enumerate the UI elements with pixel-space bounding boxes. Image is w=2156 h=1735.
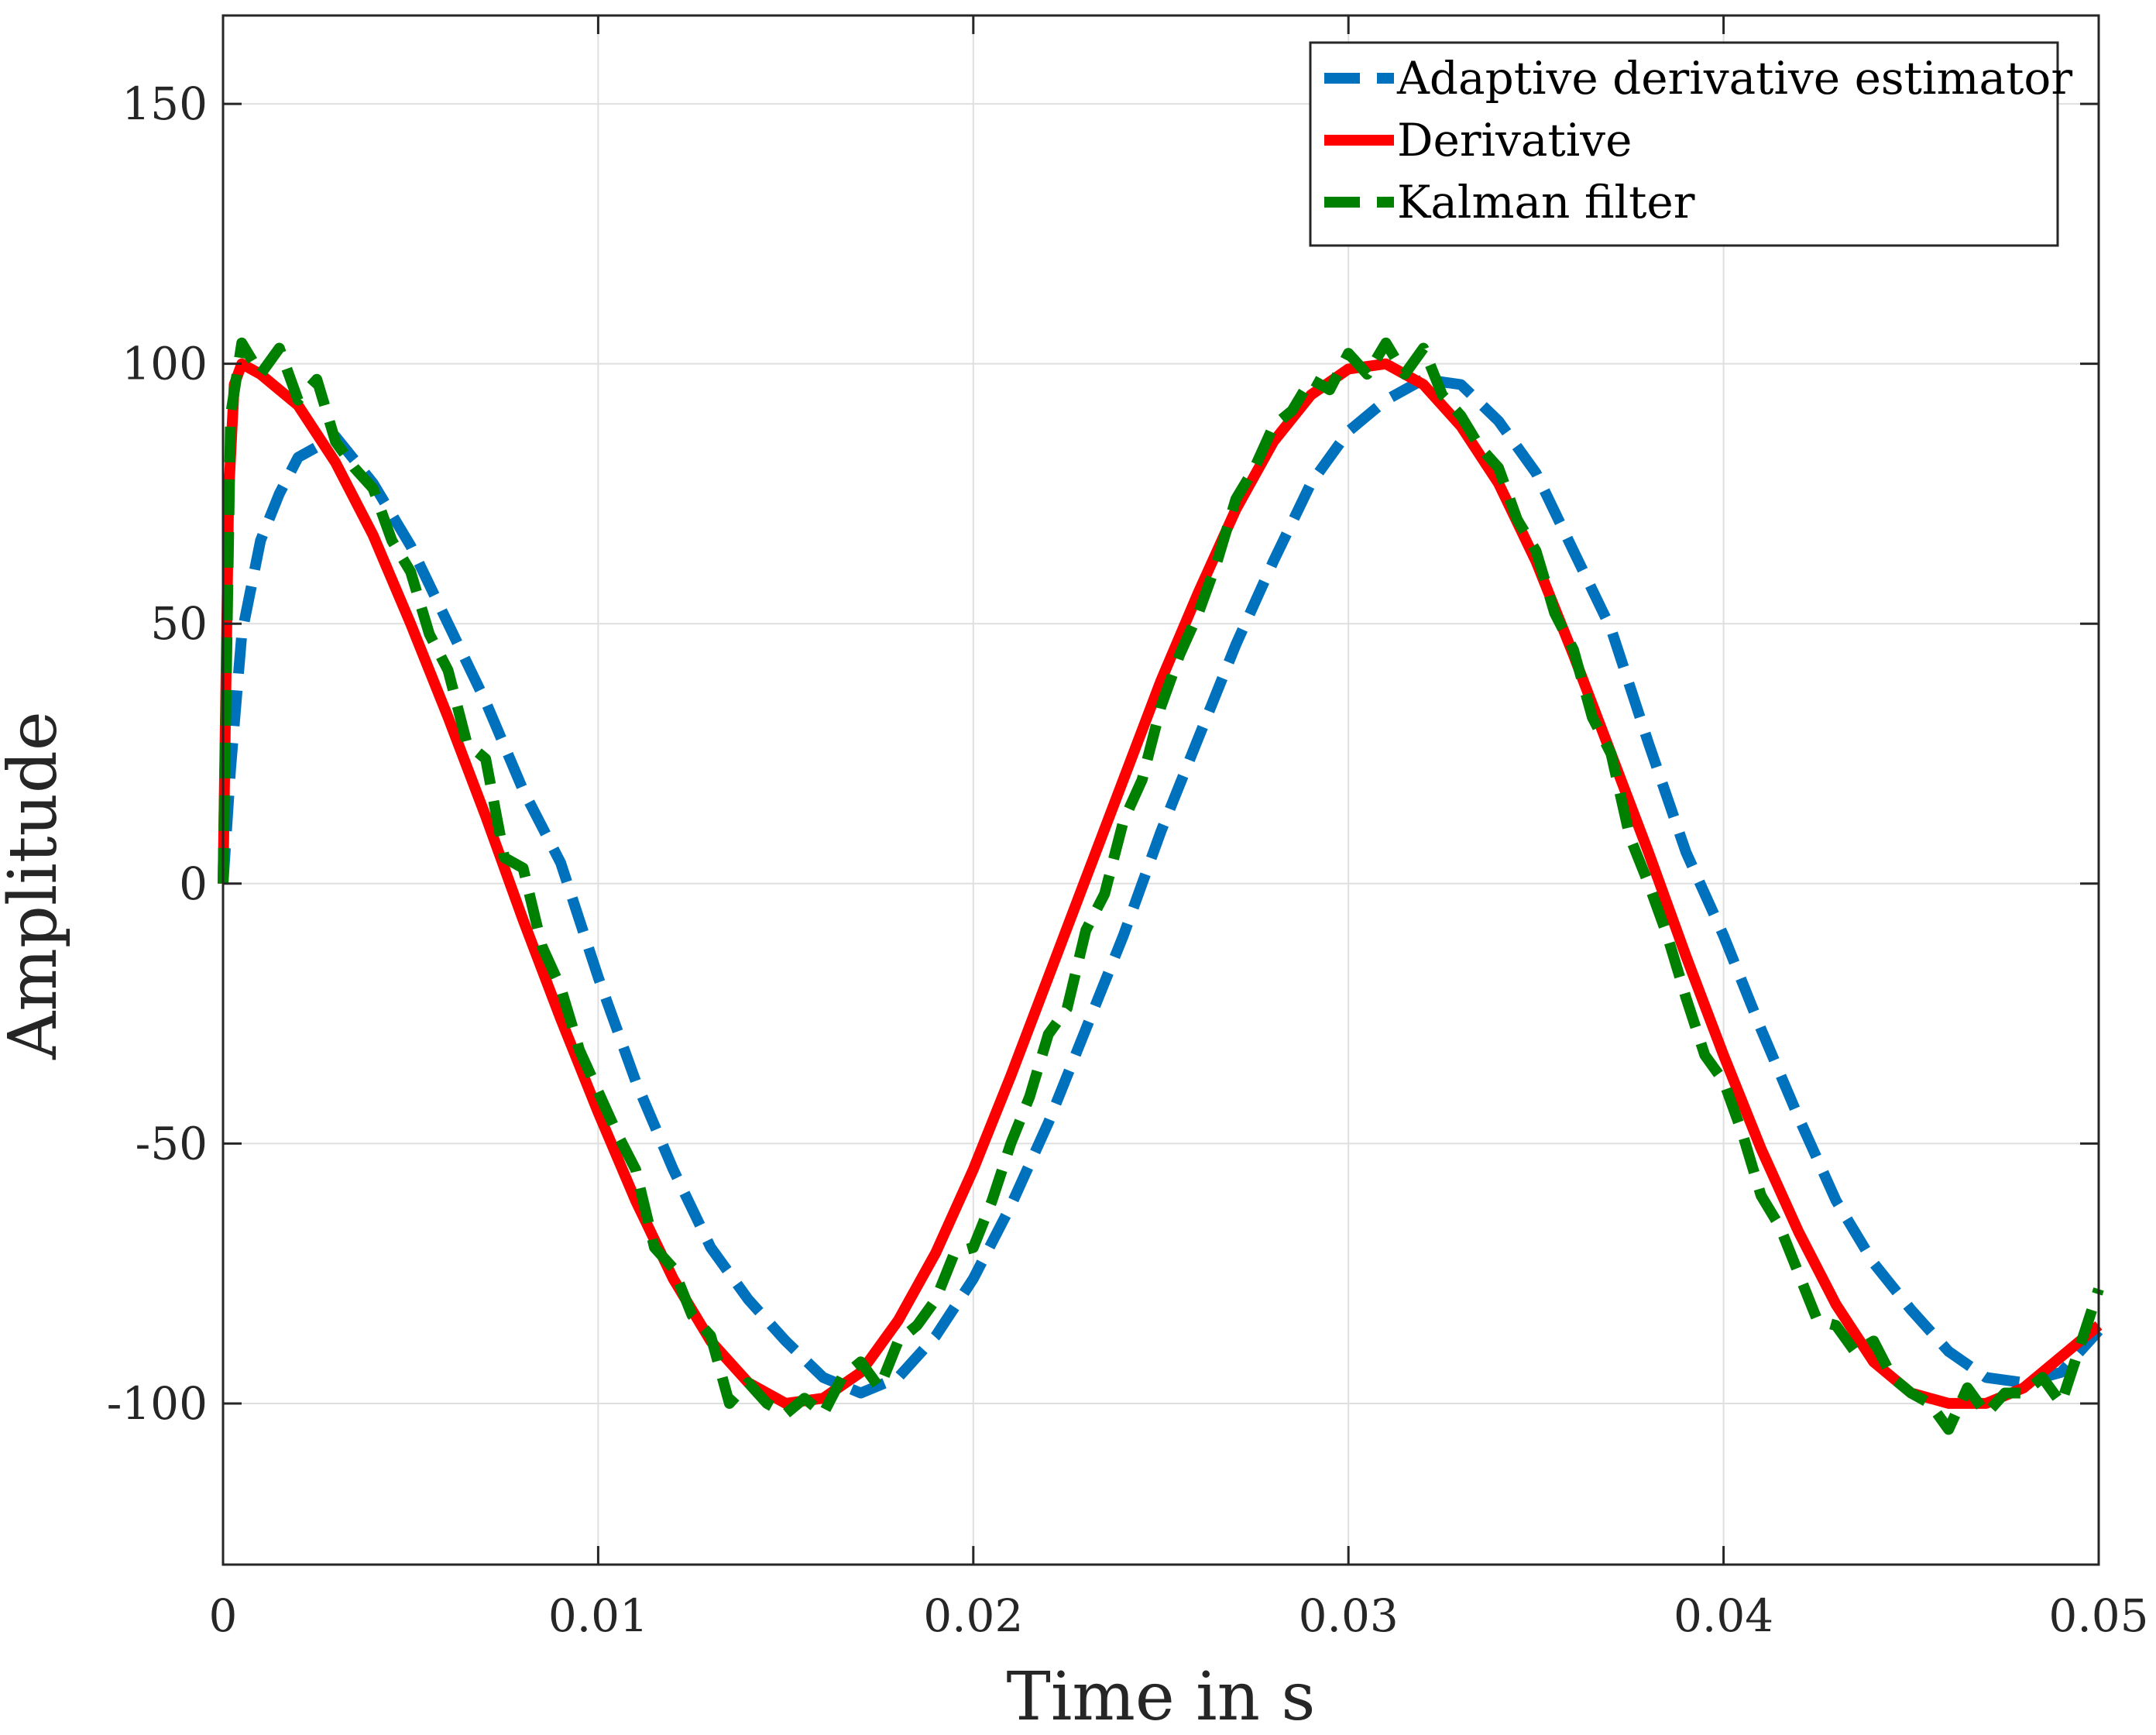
- axis-titles: Time in s Amplitude: [0, 711, 1316, 1735]
- x-tick-label: 0.05: [2048, 1589, 2148, 1642]
- grid: [222, 15, 2099, 1565]
- series-line-adaptive-derivative-estimator: [218, 373, 2103, 1399]
- y-tick-label: 0: [179, 857, 208, 910]
- x-tick-label: 0: [209, 1589, 238, 1642]
- y-tick-label: 100: [122, 338, 208, 390]
- legend-label: Kalman filter: [1397, 176, 1695, 228]
- series-line-derivative: [218, 358, 2103, 1409]
- y-tick-label: -100: [107, 1377, 208, 1430]
- y-axis-title: Amplitude: [0, 711, 72, 1060]
- legend: Adaptive derivative estimator Derivative K…: [1309, 41, 2072, 247]
- y-tick-label: 150: [122, 77, 208, 130]
- axes: 0 0.01 0.02 0.03 0.04 0.05 -100 -50 0 50 100 150: [107, 14, 2149, 1642]
- x-tick-label: 0.04: [1674, 1589, 1773, 1642]
- legend-label: Derivative: [1397, 114, 1632, 167]
- series-layer: [218, 337, 2104, 1435]
- x-tick-label: 0.02: [923, 1589, 1023, 1642]
- legend-label: Adaptive derivative estimator: [1396, 52, 2072, 105]
- x-tick-label: 0.03: [1299, 1589, 1399, 1642]
- x-axis-title: Time in s: [1006, 1658, 1315, 1735]
- series-line-kalman-filter: [218, 337, 2104, 1435]
- x-tick-label: 0.01: [548, 1589, 648, 1642]
- y-tick-label: 50: [150, 597, 208, 650]
- y-tick-label: -50: [136, 1117, 208, 1170]
- legend-box: [1309, 41, 2059, 247]
- plot-frame: [221, 14, 2100, 1566]
